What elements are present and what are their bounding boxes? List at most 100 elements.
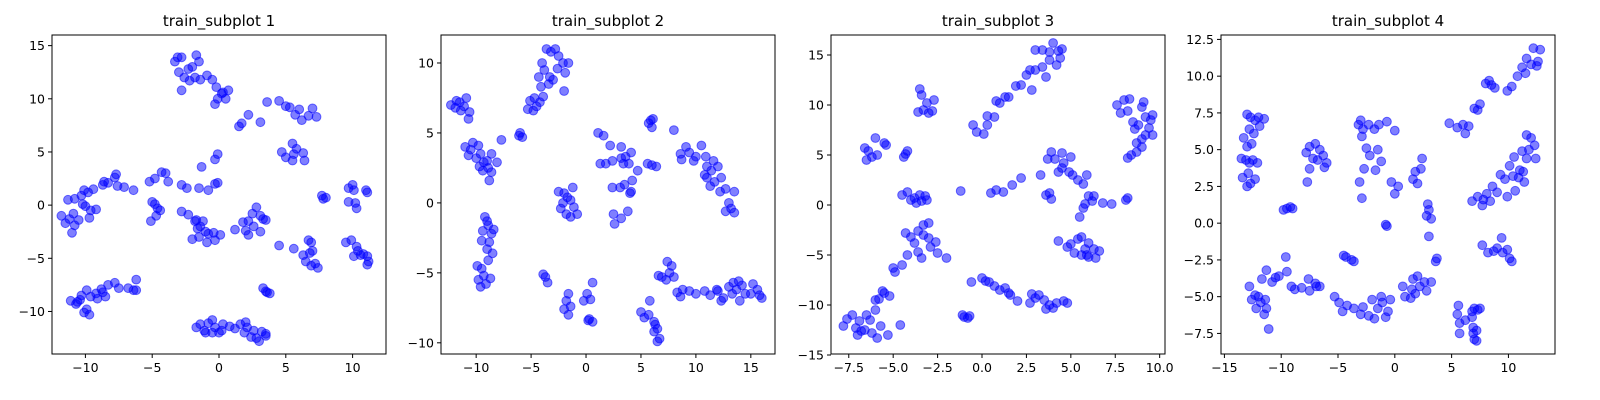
axes-frame <box>51 34 387 355</box>
data-point <box>1007 180 1018 190</box>
data-point <box>1521 153 1532 164</box>
data-point <box>563 58 574 68</box>
data-point <box>1383 306 1393 317</box>
data-point <box>194 56 204 67</box>
data-point <box>1016 80 1026 90</box>
scatter-points <box>56 50 374 347</box>
data-point <box>644 295 655 306</box>
data-point <box>711 284 722 295</box>
data-point <box>176 52 187 63</box>
x-tick-label: 10 <box>345 360 361 375</box>
data-point <box>1410 166 1421 177</box>
y-tick-label: 0.0 <box>1194 216 1214 231</box>
data-point <box>485 273 496 284</box>
data-point <box>1426 213 1437 224</box>
x-tick-label: −5 <box>522 360 540 375</box>
subplot-title: train_subplot 3 <box>942 12 1054 31</box>
data-point <box>1274 271 1284 282</box>
data-point <box>902 187 913 197</box>
data-point <box>274 96 285 106</box>
data-point <box>902 146 913 156</box>
data-point <box>651 161 662 172</box>
data-point <box>362 259 373 270</box>
data-point <box>1453 300 1464 311</box>
data-point <box>211 82 222 92</box>
data-point <box>1090 253 1101 263</box>
data-point <box>616 213 627 224</box>
data-point <box>1030 65 1041 75</box>
data-point <box>861 155 872 165</box>
data-point <box>216 325 227 336</box>
data-point <box>1412 271 1423 282</box>
data-point <box>535 97 545 108</box>
data-point <box>187 62 198 72</box>
y-tick-label: 7.5 <box>1194 105 1214 120</box>
data-point <box>713 161 723 172</box>
data-point <box>230 224 240 235</box>
data-point <box>274 240 285 251</box>
data-point <box>1432 253 1442 264</box>
data-point <box>100 291 111 302</box>
data-point <box>1254 121 1265 131</box>
data-point <box>729 186 740 197</box>
data-point <box>146 216 156 227</box>
data-point <box>1026 289 1037 299</box>
x-tick-label: 10 <box>1500 360 1516 375</box>
data-point <box>155 205 166 216</box>
data-point <box>941 253 952 263</box>
data-point <box>198 216 208 227</box>
data-point <box>287 155 298 166</box>
data-point <box>607 156 618 166</box>
data-point <box>539 65 550 75</box>
data-point <box>578 295 589 306</box>
data-point <box>284 102 295 113</box>
data-point <box>1467 312 1477 323</box>
scatter-points <box>1236 43 1546 346</box>
data-point <box>1502 191 1513 202</box>
data-point <box>1097 198 1108 208</box>
data-point <box>1495 169 1506 180</box>
scatter-points <box>838 38 1158 343</box>
data-point <box>260 215 271 225</box>
data-point <box>625 188 635 199</box>
data-point <box>1041 72 1051 82</box>
data-point <box>248 221 259 232</box>
data-point <box>587 277 598 288</box>
data-point <box>1055 53 1066 63</box>
data-point <box>1081 170 1092 180</box>
data-point <box>68 208 79 219</box>
y-tick-label: 12.5 <box>1186 32 1214 47</box>
data-point <box>955 186 966 196</box>
data-point <box>240 317 251 328</box>
data-point <box>1016 173 1026 183</box>
data-point <box>492 157 502 168</box>
x-tick-label: 10 <box>688 360 704 375</box>
subplot-title: train_subplot 1 <box>163 12 275 31</box>
data-point <box>558 198 568 208</box>
data-point <box>1385 294 1396 305</box>
data-point <box>1376 291 1387 302</box>
y-tick-label: 15 <box>808 48 824 63</box>
y-tick-label: −5 <box>416 265 434 280</box>
data-point <box>346 235 357 246</box>
data-point <box>1386 177 1397 187</box>
data-point <box>128 185 139 196</box>
data-point <box>1078 203 1089 213</box>
data-point <box>1512 71 1523 82</box>
data-point <box>1471 325 1482 336</box>
data-point <box>618 158 629 169</box>
y-tick-label: −7.5 <box>1184 326 1214 341</box>
data-point <box>605 140 616 151</box>
data-point <box>1374 119 1384 130</box>
data-point <box>1303 274 1314 284</box>
data-point <box>475 281 486 292</box>
data-point <box>212 149 223 160</box>
data-point <box>847 310 858 320</box>
data-point <box>1263 324 1274 334</box>
data-point <box>705 181 716 192</box>
data-point <box>998 187 1009 197</box>
y-tick-label: 0 <box>816 198 824 213</box>
x-tick-label: −2.5 <box>922 360 952 375</box>
x-tick-label: 5 <box>282 360 290 375</box>
data-point <box>700 151 711 162</box>
